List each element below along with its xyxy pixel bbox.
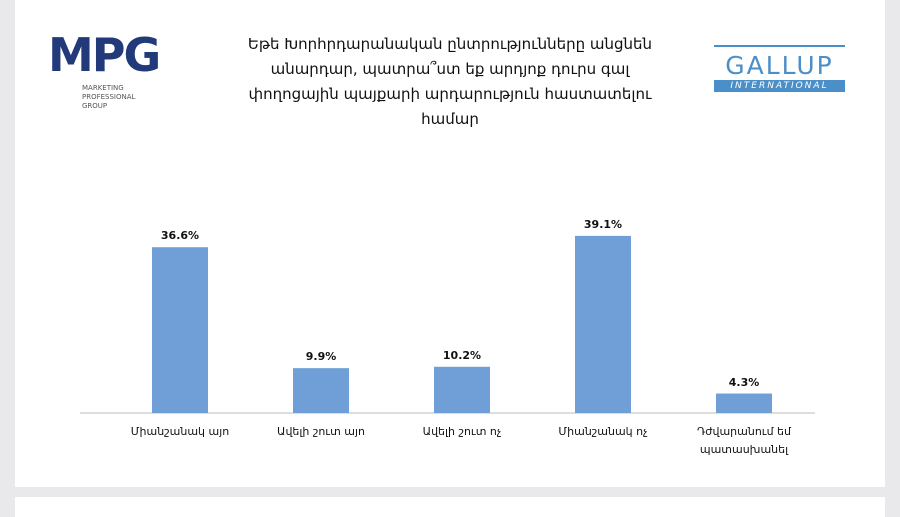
value-label: 36.6% [160, 229, 200, 243]
bar [434, 366, 490, 413]
mpg-subtitle: MARKETING PROFESSIONAL GROUP [82, 84, 136, 110]
x-tick-label: Ավելի շուտ ոչ [422, 425, 502, 438]
page: MPG MARKETING PROFESSIONAL GROUP GALLUP … [15, 0, 885, 517]
gallup-text: GALLUP [725, 51, 834, 80]
bar [293, 368, 349, 413]
gallup-logo: GALLUP INTERNATIONAL [714, 45, 845, 92]
value-label: 9.9% [305, 350, 337, 364]
bar [575, 235, 631, 413]
x-tick-label: Ավելի շուտ այո [277, 425, 365, 438]
value-label: 4.3% [728, 375, 760, 389]
value-label: 39.1% [583, 217, 623, 231]
x-tick-label: Դժվարանում եմ պատասխանել [696, 425, 792, 456]
bar [152, 247, 208, 413]
chart [80, 235, 815, 414]
mpg-logo: MPG [48, 28, 161, 82]
bar [716, 393, 772, 413]
gallup-sub: INTERNATIONAL [714, 80, 845, 92]
chart-title: Եթե Խորհրդարանական ընտրությունները անցնե… [247, 35, 653, 128]
x-tick-label: Միանշանակ այո [130, 425, 230, 438]
value-label: 10.2% [442, 348, 482, 362]
x-tick-label: Միանշանակ ոչ [558, 425, 648, 438]
